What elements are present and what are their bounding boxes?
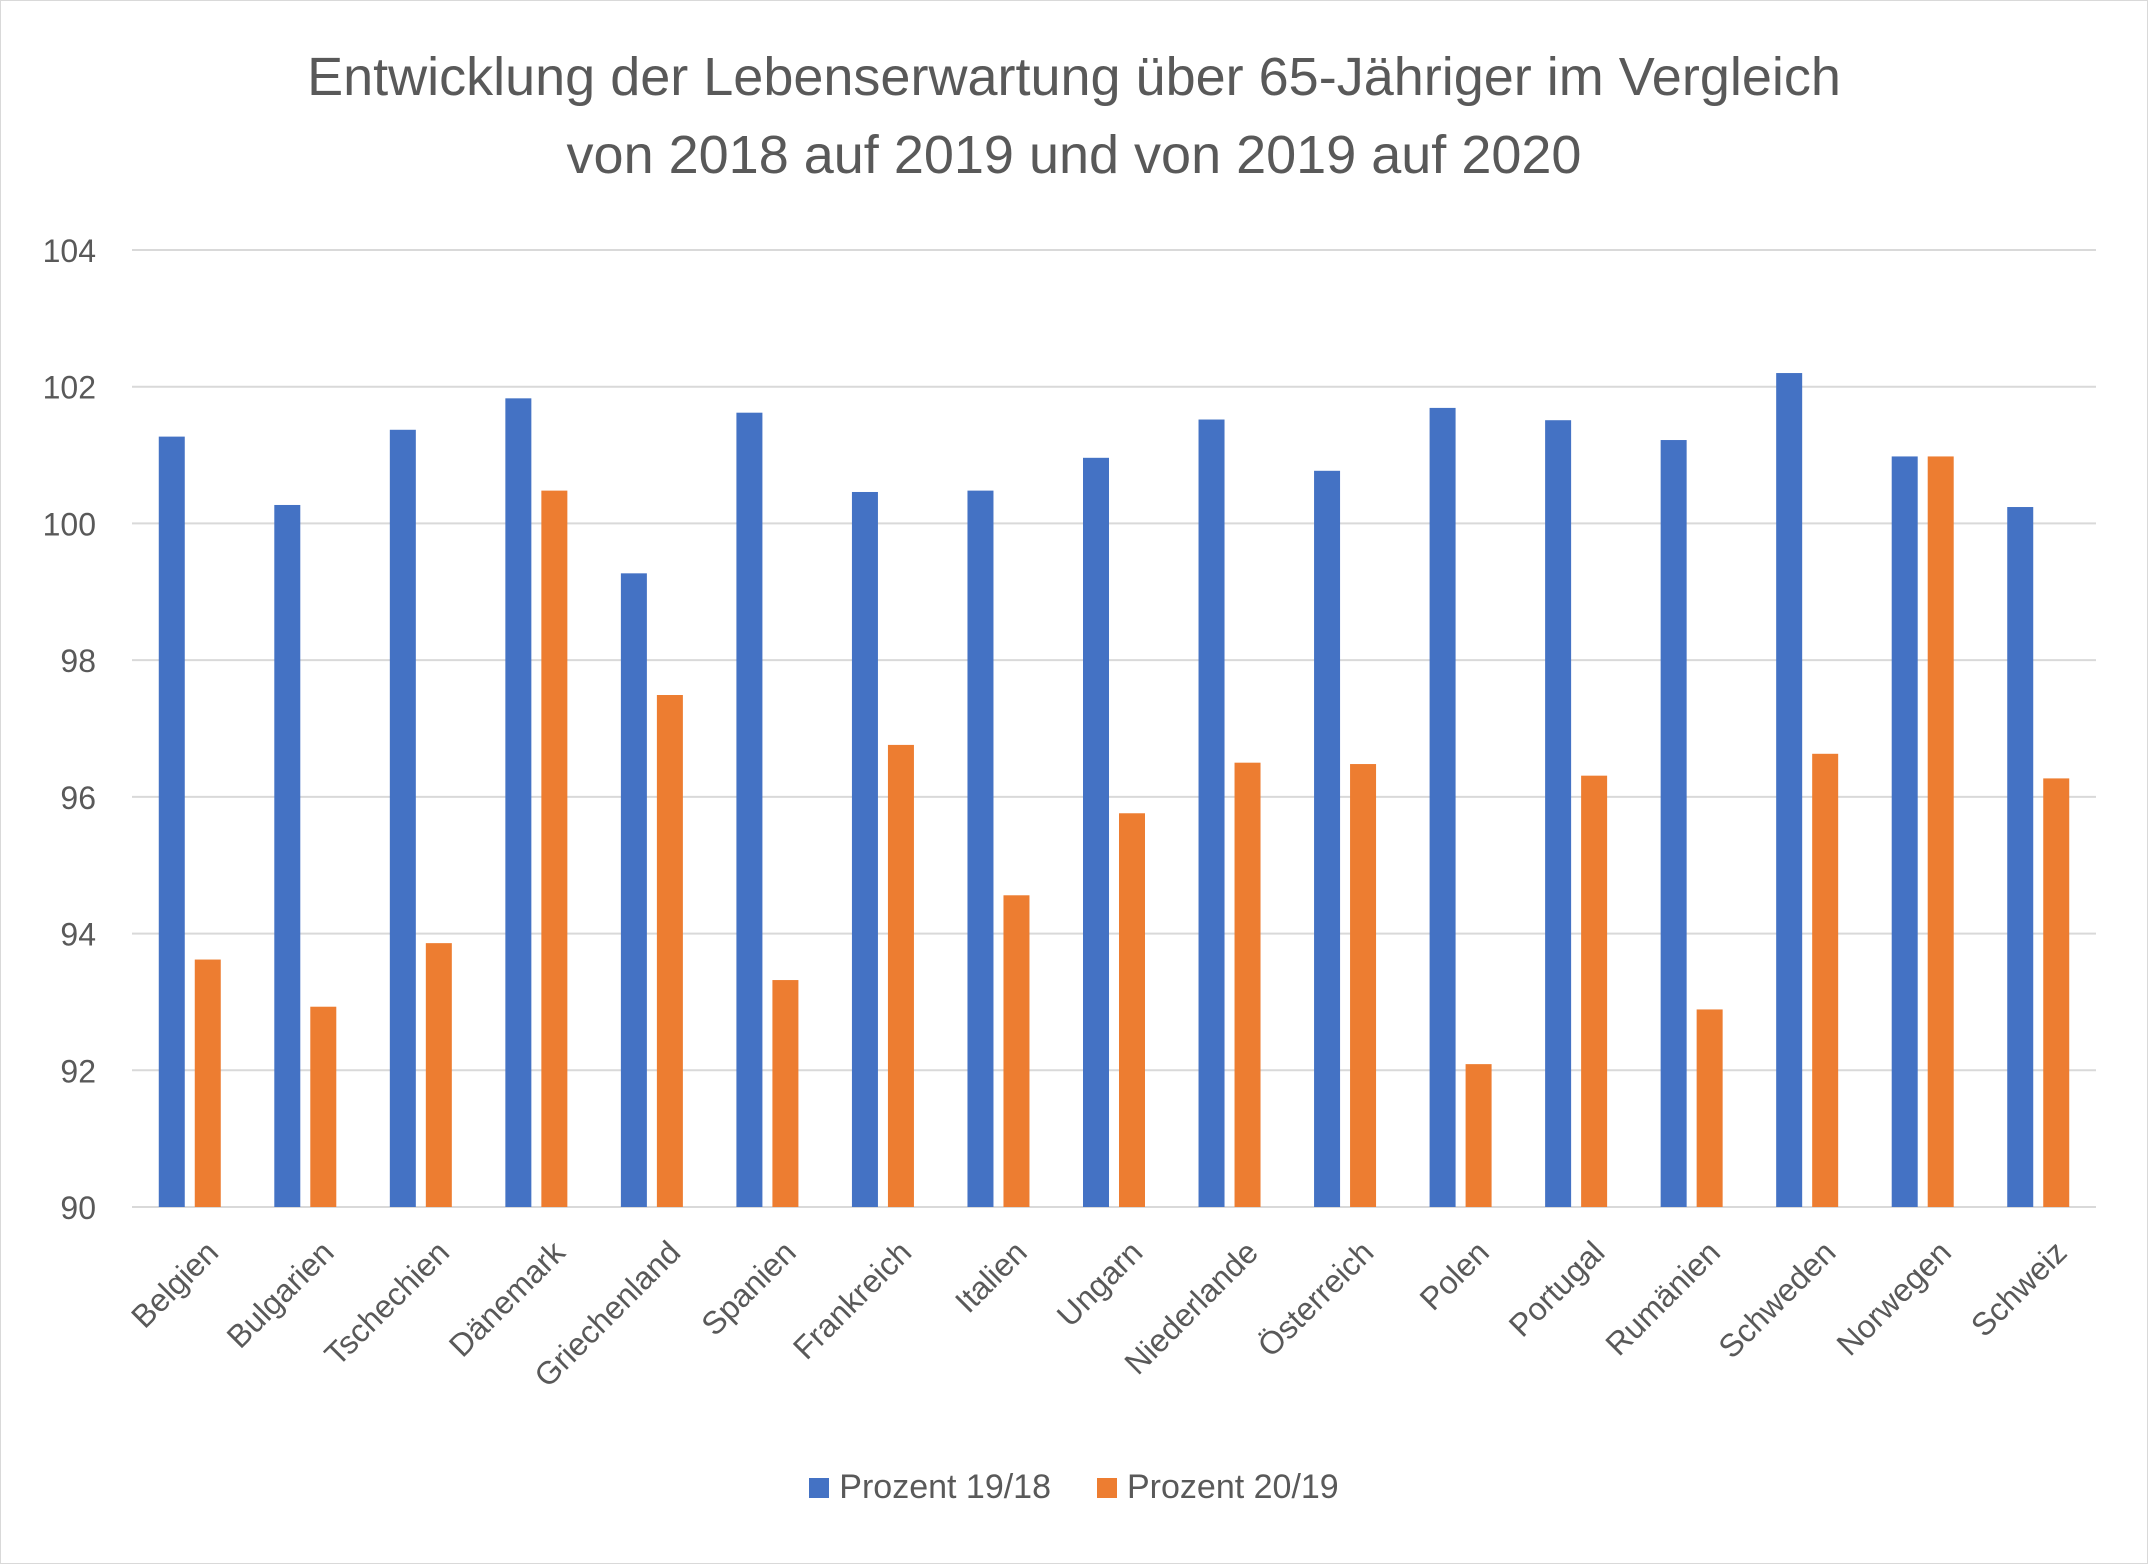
bar-2	[425, 943, 452, 1207]
chart-title-line-1: Entwicklung der Lebenserwartung über 65-…	[307, 47, 1841, 107]
y-tick-label: 98	[60, 643, 96, 679]
bar-1	[158, 436, 185, 1207]
y-tick-label: 90	[60, 1190, 96, 1226]
bar-2	[1003, 895, 1030, 1207]
x-tick-label: Rumänien	[1598, 1234, 1727, 1363]
x-tick-label: Portugal	[1502, 1234, 1612, 1344]
legend: Prozent 19/18 Prozent 20/19	[0, 1468, 2148, 1507]
bar-2	[1119, 813, 1145, 1207]
bar-2	[1927, 456, 1954, 1207]
x-tick-label: Schweden	[1711, 1234, 1842, 1365]
x-tick-label: Ungarn	[1050, 1234, 1150, 1334]
bar-1	[1314, 470, 1341, 1207]
bar-1	[1198, 419, 1225, 1207]
bar-2	[1696, 1009, 1723, 1207]
bar-2	[656, 695, 683, 1207]
chart-title-line-2: von 2018 auf 2019 und von 2019 auf 2020	[566, 125, 1582, 185]
x-tick-label: Spanien	[694, 1234, 802, 1342]
x-tick-label: Schweiz	[1964, 1234, 2074, 1344]
bar-2	[1465, 1064, 1492, 1207]
bar-2	[1234, 762, 1261, 1207]
bar-1	[389, 429, 416, 1207]
y-tick-label: 102	[43, 370, 96, 406]
x-tick-label: Norwegen	[1829, 1234, 1958, 1363]
legend-item-series-1: Prozent 19/18	[809, 1468, 1051, 1507]
bar-2	[541, 490, 568, 1207]
bar-2	[887, 744, 914, 1207]
bar-1	[1776, 373, 1803, 1207]
bar-2	[194, 959, 221, 1207]
legend-label-series-2: Prozent 20/19	[1127, 1468, 1339, 1506]
bar-1	[851, 491, 878, 1208]
y-tick-label: 104	[43, 233, 96, 269]
x-tick-label: Tschechien	[318, 1234, 457, 1373]
bar-1	[1429, 407, 1456, 1207]
y-tick-label: 100	[43, 506, 96, 542]
x-tick-label: Bulgarien	[220, 1234, 341, 1355]
bar-2	[310, 1006, 337, 1207]
bar-1	[505, 398, 532, 1208]
bar-1	[620, 573, 647, 1207]
bar-1	[2007, 507, 2034, 1208]
legend-swatch-series-1	[809, 1477, 830, 1498]
bar-2	[1812, 753, 1839, 1207]
bar-1	[1891, 456, 1918, 1207]
bar-2	[1581, 775, 1608, 1207]
bar-1	[274, 504, 301, 1207]
x-tick-label: Österreich	[1251, 1234, 1381, 1364]
bar-2	[1350, 764, 1377, 1207]
bar-2	[2043, 778, 2070, 1207]
x-tick-label: Polen	[1413, 1234, 1496, 1317]
bar-1	[967, 490, 994, 1207]
x-tick-label: Belgien	[124, 1234, 225, 1335]
bar-1	[1660, 440, 1687, 1208]
x-tick-label: Frankreich	[786, 1234, 918, 1366]
bar-2	[772, 980, 799, 1207]
x-tick-label: Italien	[948, 1234, 1034, 1320]
legend-label-series-1: Prozent 19/18	[839, 1468, 1051, 1506]
y-tick-label: 92	[60, 1053, 96, 1089]
y-tick-label: 96	[60, 780, 96, 816]
bar-1	[1545, 420, 1572, 1207]
legend-swatch-series-2	[1097, 1477, 1117, 1498]
chart-title: Entwicklung der Lebenserwartung über 65-…	[0, 38, 2148, 194]
bar-1	[1083, 457, 1109, 1207]
legend-item-series-2: Prozent 20/19	[1097, 1468, 1339, 1507]
bar-1	[736, 412, 763, 1207]
y-tick-label: 94	[60, 917, 96, 953]
